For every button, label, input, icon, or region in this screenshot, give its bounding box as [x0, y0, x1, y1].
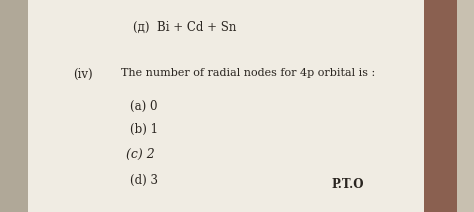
FancyBboxPatch shape [28, 0, 424, 212]
Text: (d) 3: (d) 3 [130, 174, 158, 187]
FancyBboxPatch shape [424, 0, 457, 212]
FancyBboxPatch shape [0, 0, 33, 212]
Text: (iv): (iv) [73, 68, 93, 81]
Text: (c) 2: (c) 2 [126, 148, 155, 161]
Text: P.T.O: P.T.O [332, 178, 365, 191]
Text: (д)  Bi + Cd + Sn: (д) Bi + Cd + Sn [133, 21, 236, 34]
Text: (a) 0: (a) 0 [130, 100, 158, 113]
Text: (b) 1: (b) 1 [130, 123, 158, 136]
Text: The number of radial nodes for 4p orbital is :: The number of radial nodes for 4p orbita… [121, 68, 375, 78]
